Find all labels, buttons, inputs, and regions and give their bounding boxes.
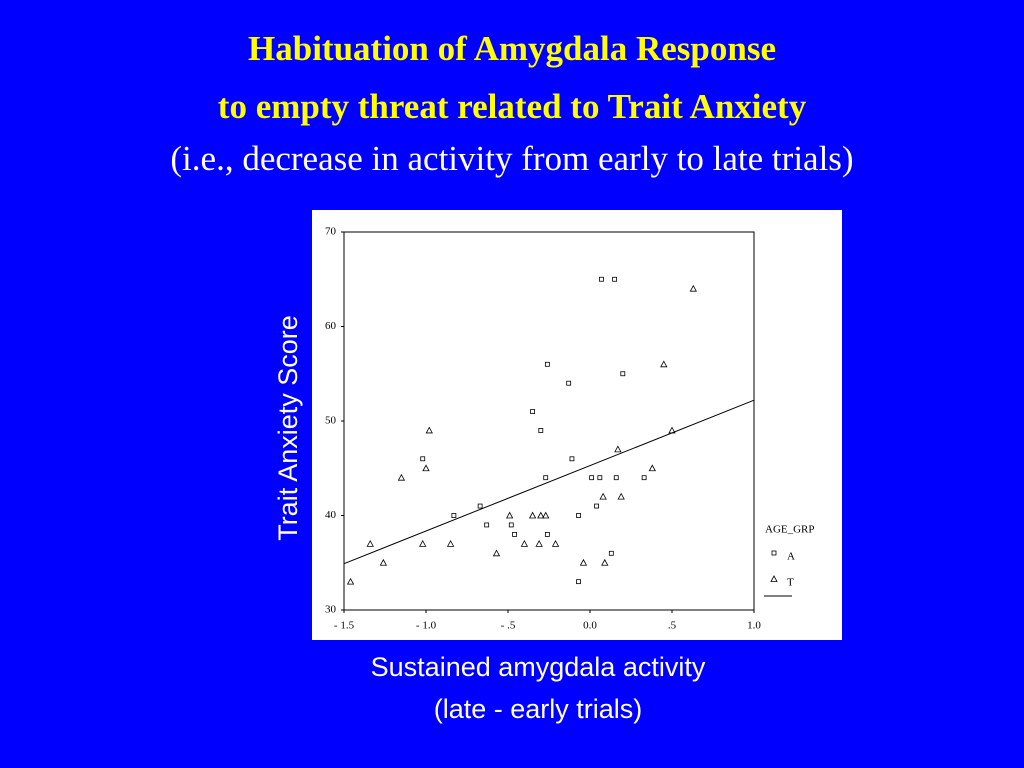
point-square [589,475,595,481]
y-tick-label: 40 [325,509,337,521]
point-square [613,475,619,481]
point-square [477,503,483,509]
point-square [597,475,603,481]
point-square [420,456,426,462]
point-square [543,475,549,481]
x-tick-label: 1.0 [747,620,761,632]
x-axis-label: (late - early trials) [434,694,643,724]
point-square [771,550,777,556]
point-triangle [770,575,778,582]
point-triangle [346,577,355,585]
x-tick-label: .5 [668,620,677,632]
point-triangle [535,540,543,547]
y-tick-label: 50 [325,415,337,427]
y-axis-label: Trait Anxiety Score [273,315,303,541]
point-square [508,522,514,528]
legend-label: T [787,577,794,589]
fit-line [343,399,755,565]
point-square [599,276,604,282]
point-square [544,532,550,537]
title-line: to empty threat related to Trait Anxiety [218,87,807,126]
point-triangle [537,511,545,519]
point-square [608,550,614,556]
point-triangle [689,284,697,292]
title-line: Habituation of Amygdala Response [248,29,776,68]
point-triangle [551,540,560,547]
legend-label: A [787,551,795,563]
point-square [620,371,626,377]
x-tick-label: - 1.0 [416,620,437,632]
point-square [641,475,647,481]
point-triangle [601,558,609,566]
point-triangle [542,511,550,519]
point-triangle [660,360,668,368]
point-triangle [397,473,406,481]
point-triangle [425,426,433,434]
x-tick-label: - 1.5 [334,620,355,632]
subtitle: (i.e., decrease in activity from early t… [170,139,853,178]
y-tick-label: 60 [325,320,337,332]
point-square [512,532,517,537]
point-square [484,522,490,528]
point-square [576,513,581,518]
point-triangle [617,492,625,500]
point-triangle [379,558,388,566]
point-triangle [599,492,607,500]
point-square [594,503,599,509]
point-square [576,579,581,585]
y-tick-label: 30 [325,604,337,616]
point-square [569,456,575,462]
point-triangle [614,445,622,453]
point-triangle [648,464,656,472]
point-triangle [528,511,537,519]
chart-panel [312,210,842,640]
point-triangle [419,540,427,547]
point-square [566,380,572,386]
point-square [451,513,457,518]
x-tick-label: - .5 [501,620,516,632]
x-axis-label: Sustained amygdala activity [371,652,706,682]
point-triangle [579,558,588,566]
point-square [544,361,550,367]
point-square [612,276,617,282]
point-triangle [492,549,501,557]
legend-title: AGE_GRP [765,524,815,536]
point-triangle [366,540,374,547]
y-tick-label: 70 [325,226,337,238]
point-triangle [422,464,430,472]
point-triangle [446,540,455,547]
point-square [538,428,544,433]
x-tick-label: 0.0 [583,620,597,632]
point-triangle [505,511,514,519]
point-square [530,409,535,414]
point-triangle [520,540,529,547]
